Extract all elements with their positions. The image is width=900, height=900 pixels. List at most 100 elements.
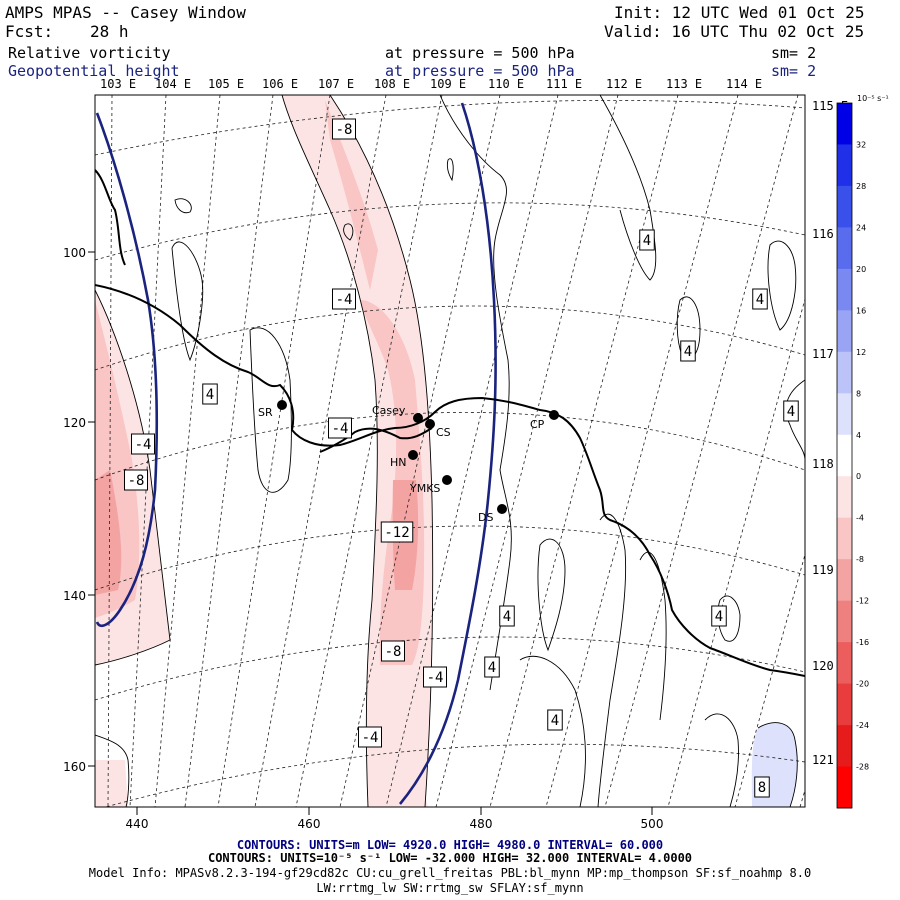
- station-label-cs: CS: [436, 426, 451, 439]
- contour-label: -8: [332, 118, 356, 140]
- station-ymks-marker: [442, 475, 452, 485]
- contour-label-text: -4: [336, 292, 353, 308]
- field1-smoothing: sm= 2: [771, 44, 817, 62]
- lon-label: 111 E: [546, 77, 583, 91]
- colorbar-tick-label: 4: [856, 431, 861, 440]
- footer-height-contours: CONTOURS: UNITS=m LOW= 4920.0 HIGH= 4980…: [236, 838, 664, 852]
- lon-label: 109 E: [430, 77, 467, 91]
- colorbar-tick-label: 24: [856, 223, 866, 232]
- lon-label: 105 E: [208, 77, 245, 91]
- contour-label: -8: [124, 469, 148, 491]
- vorticity-colorbar: 32 28 24 20 16 12 8 4 0 -4 -8 -12 -16 -20 -24 -28: [836, 102, 869, 809]
- y-axis-ticks: [88, 251, 95, 767]
- colorbar-swatch: [837, 227, 852, 270]
- station-sr-marker: [277, 400, 287, 410]
- contour-label: 4: [752, 288, 768, 310]
- lon-label: 112 E: [606, 77, 643, 91]
- footer-physics-info: LW:rrtmg_lw SW:rrtmg_sw SFLAY:sf_mynn: [316, 881, 584, 895]
- lon-label: 113 E: [666, 77, 703, 91]
- station-cp-marker: [549, 410, 559, 420]
- colorbar-swatch: [837, 393, 852, 436]
- colorbar-swatch: [837, 559, 852, 602]
- colorbar-tick-label: 32: [856, 140, 866, 149]
- colorbar-swatch: [837, 310, 852, 353]
- x-axis-ticks: [136, 807, 653, 815]
- colorbar-swatch: [837, 766, 852, 809]
- station-label-ymks: YMKS: [409, 482, 440, 495]
- colorbar-tick-label: -4: [856, 514, 864, 523]
- station-cs-marker: [425, 419, 435, 429]
- contour-label-text: 4: [503, 609, 511, 625]
- field2-smoothing: sm= 2: [771, 62, 817, 80]
- lon-label: 110 E: [488, 77, 525, 91]
- colorbar-tick-label: 20: [856, 265, 866, 274]
- colorbar-tick-label: 0: [856, 472, 861, 481]
- colorbar-tick-label: -8: [856, 555, 864, 564]
- station-ds-marker: [497, 504, 507, 514]
- station-label-casey: Casey: [372, 404, 406, 417]
- x-tick-label: 460: [298, 817, 321, 831]
- colorbar-tick-label: -12: [856, 597, 869, 606]
- contour-label-text: 4: [715, 609, 723, 625]
- lon-label: 107 E: [318, 77, 355, 91]
- chart-title: AMPS MPAS -- Casey Window: [5, 3, 246, 22]
- contour-label-text: -4: [135, 437, 152, 453]
- colorbar-swatch: [837, 600, 852, 643]
- contour-label: 4: [680, 340, 696, 362]
- contour-label-text: 4: [756, 292, 764, 308]
- init-time: Init: 12 UTC Wed 01 Oct 25: [614, 3, 865, 22]
- contour-label: 4: [484, 656, 500, 678]
- colorbar-swatch: [837, 144, 852, 187]
- coastline: [95, 169, 805, 677]
- geopotential-contours: [95, 102, 497, 805]
- x-tick-label: 500: [641, 817, 664, 831]
- colorbar-tick-label: -16: [856, 638, 869, 647]
- vorticity-shading: [95, 95, 798, 807]
- footer-vorticity-contours: CONTOURS: UNITS=10⁻⁵ s⁻¹ LOW= -32.000 HI…: [207, 851, 693, 865]
- colorbar-swatch: [837, 351, 852, 394]
- station-hn-marker: [408, 450, 418, 460]
- contour-label: -8: [381, 640, 405, 662]
- map-plot-area: SR Casey CS HN YMKS DS CP -8 -4 4 -4 4 4 4 4 -4 -…: [95, 95, 805, 807]
- contour-label: 4: [547, 709, 563, 731]
- colorbar-swatch: [837, 642, 852, 685]
- station-label-cp: CP: [530, 418, 545, 431]
- station-label-ds: DS: [478, 511, 493, 524]
- contour-label-text: -8: [385, 644, 402, 660]
- contour-label-text: 4: [488, 660, 496, 676]
- colorbar-tick-label: 28: [856, 182, 866, 191]
- vorticity-contours: [95, 95, 805, 807]
- contour-label: 8: [754, 776, 770, 798]
- valid-time: Valid: 16 UTC Thu 02 Oct 25: [604, 22, 865, 41]
- station-label-hn: HN: [390, 456, 407, 469]
- field2-level: at pressure = 500 hPa: [385, 62, 575, 80]
- colorbar-tick-label: 12: [856, 348, 866, 357]
- contour-label-text: 4: [787, 404, 795, 420]
- contour-label: -4: [328, 417, 352, 439]
- y-tick-label: 100: [63, 246, 86, 260]
- colorbar-frame: [836, 102, 853, 809]
- contour-label-text: -8: [128, 473, 145, 489]
- colorbar-swatch: [837, 103, 852, 145]
- x-tick-label: 440: [126, 817, 149, 831]
- contour-label: 4: [639, 229, 655, 251]
- station-casey-marker: [413, 413, 423, 423]
- contour-label-text: -4: [332, 421, 349, 437]
- y-tick-label: 160: [63, 760, 86, 774]
- contour-label-text: 4: [206, 387, 214, 403]
- field2-name: Geopotential height: [8, 62, 180, 80]
- contour-label: -4: [332, 288, 356, 310]
- contour-label-text: 4: [551, 713, 559, 729]
- colorbar-tick-label: -20: [856, 680, 869, 689]
- footer-model-info: Model Info: MPASv8.2.3-194-gf29cd82c CU:…: [88, 866, 812, 880]
- lon-label: 106 E: [262, 77, 299, 91]
- colorbar-swatch: [837, 185, 852, 228]
- contour-label-text: 4: [643, 233, 651, 249]
- station-markers: [277, 400, 559, 514]
- colorbar-unit: 10⁻⁵ s⁻¹: [857, 94, 889, 103]
- lon-label: 108 E: [374, 77, 411, 91]
- contour-label-text: -12: [384, 525, 409, 541]
- contour-label-text: -4: [362, 730, 379, 746]
- y-tick-label: 120: [63, 416, 86, 430]
